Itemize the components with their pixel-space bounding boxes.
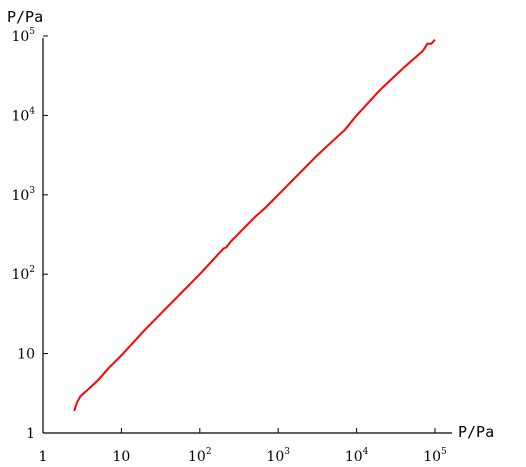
- y-tick-label: 1: [26, 426, 35, 442]
- ticks-layer: 1 10 102 103 104 105 1 10 102 103 104 105: [11, 27, 447, 465]
- x-tick-label: 10: [112, 449, 130, 465]
- y-axis-title: P/Pa: [7, 8, 43, 26]
- x-axis-title: P/Pa: [458, 423, 494, 441]
- series-layer: [73, 38, 436, 412]
- y-tick-label: 10: [17, 347, 35, 363]
- y-tick-label: 104: [11, 106, 35, 124]
- x-tick-label: 104: [345, 447, 369, 465]
- x-tick-label: 105: [423, 447, 447, 465]
- series-line: [73, 38, 436, 412]
- y-tick-label: 105: [11, 27, 35, 45]
- x-tick-label: 103: [266, 447, 290, 465]
- x-tick-label: 1: [39, 449, 48, 465]
- x-tick-label: 102: [188, 447, 212, 465]
- y-tick-label: 102: [11, 265, 35, 283]
- y-tick-label: 103: [11, 186, 35, 204]
